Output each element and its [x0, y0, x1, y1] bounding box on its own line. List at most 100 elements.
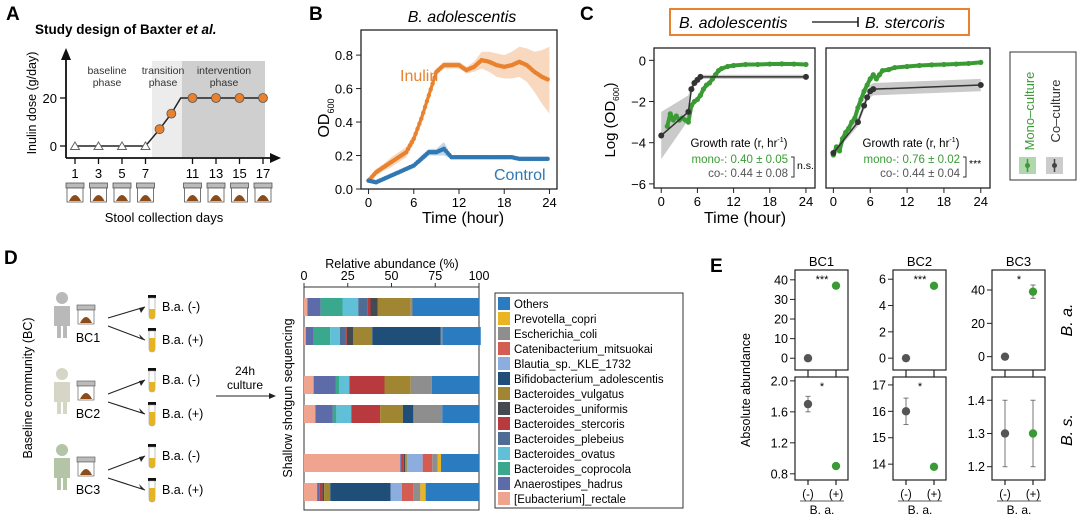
- stool-container-icon: [206, 182, 226, 203]
- bar-segment: [313, 327, 331, 345]
- phase-label: intervention: [197, 65, 251, 77]
- bar-segment: [351, 405, 381, 423]
- co-growth-rate: co-: 0.44 ± 0.04: [880, 168, 960, 180]
- bar-segment: [304, 483, 318, 501]
- plot-frame: [653, 47, 816, 189]
- legend-swatch: [498, 327, 510, 340]
- y-tick-label: 20: [774, 313, 788, 327]
- bar-segment: [400, 454, 402, 472]
- y-tick-label: 2.0: [771, 374, 788, 388]
- bar-segment: [319, 483, 323, 501]
- split-arrow-head: [139, 307, 145, 313]
- y-tick-label: 17: [872, 378, 886, 392]
- x-tick-label: 12: [900, 194, 914, 209]
- monoculture-point: [849, 119, 855, 125]
- tube-cap: [148, 444, 156, 447]
- tube-liquid: [149, 458, 155, 468]
- growth-title-text: Growth rate (r, hr: [691, 138, 778, 150]
- growth-title-sup: -1: [777, 137, 783, 144]
- x-tick-label: 0: [830, 194, 837, 209]
- bar-segment: [441, 454, 479, 472]
- bar-segment: [304, 405, 316, 423]
- title-italic: et al.: [186, 22, 217, 37]
- legend-label: Catenibacterium_mitsuokai: [514, 344, 653, 356]
- series-label-inulin: Inulin: [400, 68, 438, 85]
- monoculture-point: [803, 61, 809, 68]
- bar-segment: [304, 376, 314, 394]
- legend-swatch: [498, 357, 510, 370]
- bar-segment: [320, 298, 343, 316]
- x-tick-label: 50: [385, 269, 399, 283]
- baseline-community-label: Baseline community (BC): [21, 317, 35, 458]
- stacked-bar: [304, 298, 479, 316]
- panel-letter-d: D: [4, 248, 18, 269]
- y-tick-label: 15: [872, 431, 886, 445]
- tube-label: B.a. (-): [162, 300, 200, 314]
- coculture-point: [977, 82, 984, 89]
- bar-segment: [330, 327, 340, 345]
- y-tick-label: 14: [872, 458, 886, 472]
- split-arrow-head: [139, 408, 145, 414]
- split-arrow-head: [139, 456, 145, 462]
- tube-label: B.a. (-): [162, 449, 200, 463]
- monoculture-point: [904, 63, 910, 70]
- legend-label: Anaerostipes_hadrus: [514, 479, 623, 491]
- coculture-point: [802, 73, 809, 80]
- legend-label: Blautia_sp._KLE_1732: [514, 359, 631, 371]
- bar-segment: [324, 483, 331, 501]
- y-label-end: ): [602, 82, 619, 87]
- phase-label: phase: [210, 77, 239, 89]
- coculture-point: [870, 86, 877, 93]
- monoculture-point: [886, 67, 892, 73]
- community-label: BC2: [76, 407, 100, 421]
- subplot-b-adolescentis: 0 6 12 18 24 0 −2 −4 −6 Growth rate (r, hr-1) mono…: [631, 47, 816, 209]
- stool-container-icon: [112, 182, 132, 203]
- split-arrow-line: [107, 325, 146, 341]
- significance-bracket: [963, 156, 967, 178]
- x-tick-label: 13: [209, 166, 223, 181]
- tube-cap: [148, 478, 156, 481]
- container-lid: [89, 182, 108, 189]
- panel-letter-b: B: [309, 4, 323, 25]
- monoculture-point: [779, 61, 785, 67]
- column-bc3: BC3 0 20 40 * 1.2 1.3 1.4 (-) (+) B. a.: [968, 254, 1046, 517]
- x-axis-label: B. a.: [1007, 503, 1032, 517]
- bar-segment: [313, 376, 336, 394]
- legend-swatch: [498, 402, 510, 415]
- bar-segment: [422, 454, 433, 472]
- stool-container-icon: [65, 182, 85, 203]
- monoculture-point: [712, 72, 719, 78]
- x-tick-label: (+): [927, 489, 942, 501]
- transition-point: [154, 124, 165, 135]
- point-ba-plus: [831, 461, 841, 471]
- legend-swatch: [498, 492, 510, 505]
- data-point: [545, 156, 550, 162]
- point-ba-plus: [1028, 429, 1038, 438]
- stacked-bar: [304, 483, 479, 501]
- point-ba-minus: [901, 353, 911, 363]
- legend-label: Bifidobacterium_adolescentis: [514, 374, 664, 386]
- y-axis-arrow: [61, 48, 71, 60]
- legend-label: Escherichia_coli: [514, 329, 597, 341]
- x-tick-label: 6: [867, 194, 874, 209]
- plot-frame: [794, 269, 849, 371]
- tube-label: B.a. (+): [162, 333, 203, 347]
- y-tick-label: 0.4: [335, 115, 353, 130]
- stool-container-icon: [183, 182, 202, 203]
- y-tick-label: −4: [631, 136, 646, 151]
- culture-tube-icon: [148, 328, 156, 353]
- monoculture-point: [767, 61, 773, 67]
- plot-frame: [991, 269, 1046, 371]
- bar-segment: [336, 405, 352, 423]
- x-tick-label: 1: [71, 166, 78, 181]
- monoculture-point: [855, 105, 861, 111]
- mono-growth-rate: mono-: 0.40 ± 0.05: [692, 154, 788, 166]
- bar-segment: [384, 376, 411, 394]
- person-body: [54, 306, 70, 338]
- x-tick-label: 0: [365, 195, 372, 210]
- y-axis-label: Inulin dose (g/day): [25, 52, 39, 155]
- x-tick-label: 24: [799, 194, 813, 209]
- x-tick-label: 6: [694, 194, 701, 209]
